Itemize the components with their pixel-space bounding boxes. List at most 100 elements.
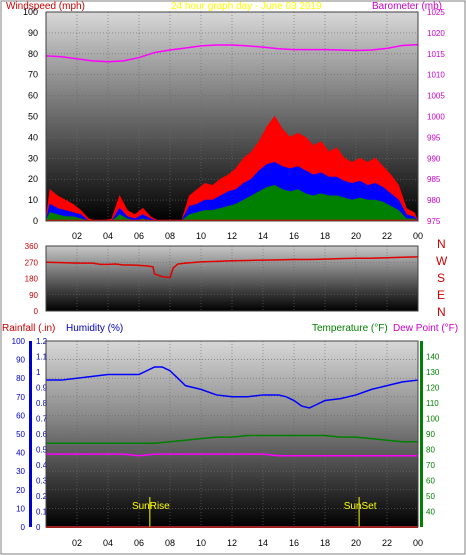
humidity-y-tick-label: 0.9 (36, 384, 48, 393)
barometer-y-tick-label: 1005 (427, 92, 445, 101)
climate-x-tick-label: 04 (103, 538, 113, 548)
humidity-y-tick-label: 0.5 (36, 446, 48, 455)
direction-y-tick-label: 360 (25, 242, 39, 251)
rainfall-y-tick-label: 60 (16, 411, 25, 420)
dewpoint-axis-label: Dew Point (°F) (393, 323, 458, 334)
barometer-axis-label: Barometer (mb) (372, 1, 442, 12)
humidity-y-tick-label: 0 (36, 523, 41, 532)
wind-x-tick-label: 18 (320, 231, 330, 241)
rainfall-y-tick-label: 40 (16, 449, 25, 458)
climate-x-tick-label: 08 (165, 538, 175, 548)
direction-y-tick-label: 270 (25, 258, 39, 267)
wind-x-tick-label: 04 (103, 231, 113, 241)
windspeed-axis-label: Windspeed (mph) (6, 1, 85, 12)
compass-s: S (437, 271, 445, 285)
wind-x-tick-label: 06 (134, 231, 144, 241)
wind-y-tick-label: 100 (23, 7, 38, 17)
sunrise-label: SunRise (132, 501, 170, 512)
barometer-y-tick-label: 990 (427, 154, 441, 163)
wind-y-tick-label: 0 (33, 216, 38, 226)
dewpoint-line (46, 453, 418, 457)
rainfall-axis-label: Rainfall (.in) (2, 323, 55, 334)
temperature-y-tick-label: 50 (426, 492, 435, 501)
humidity-y-tick-label: 0.6 (36, 430, 48, 439)
climate-x-tick-label: 16 (289, 538, 299, 548)
rainfall-y-tick-label: 30 (16, 467, 25, 476)
wind-x-tick-label: 20 (351, 231, 361, 241)
compass-w: W (436, 254, 448, 268)
compass-n-top: N (437, 237, 446, 251)
compass-n-bottom: N (437, 305, 446, 319)
temperature-y-tick-label: 120 (426, 384, 440, 393)
plot-border (45, 11, 419, 222)
wind-y-tick-label: 80 (28, 49, 38, 59)
temperature-axis-label: Temperature (°F) (312, 323, 388, 334)
wind-y-tick-label: 70 (28, 70, 38, 80)
rainfall-y-tick-label: 50 (16, 430, 25, 439)
wind-y-tick-label: 40 (28, 132, 38, 142)
wind-y-tick-label: 20 (28, 174, 38, 184)
wind-y-tick-label: 60 (28, 91, 38, 101)
chart-title: 24 hour graph day - June 03 2019 (171, 1, 322, 12)
direction-y-tick-label: 90 (29, 291, 38, 300)
humidity-y-tick-label: 0.2 (36, 492, 48, 501)
climate-x-tick-label: 12 (227, 538, 237, 548)
barometer-y-tick-label: 1000 (427, 113, 445, 122)
climate-x-tick-label: 06 (134, 538, 144, 548)
wind-x-tick-label: 00 (413, 231, 423, 241)
humidity-y-tick-label: 0.7 (36, 415, 48, 424)
wind-x-tick-label: 12 (227, 231, 237, 241)
barometer-y-tick-label: 1020 (427, 29, 445, 38)
barometer-y-tick-label: 1015 (427, 50, 445, 59)
rainfall-y-tick-label: 100 (12, 337, 26, 346)
compass-e: E (437, 288, 445, 302)
climate-x-tick-label: 18 (320, 538, 330, 548)
wind-y-tick-label: 10 (28, 195, 38, 205)
wind-y-tick-label: 30 (28, 153, 38, 163)
barometer-y-tick-label: 1010 (427, 71, 445, 80)
rainfall-y-tick-label: 70 (16, 393, 25, 402)
humidity-y-tick-label: 1.1 (36, 353, 48, 362)
wind-direction-line (45, 256, 419, 279)
temperature-y-tick-label: 70 (426, 461, 435, 470)
temperature-y-tick-label: 90 (426, 430, 435, 439)
climate-x-tick-label: 00 (413, 538, 423, 548)
temperature-line (46, 434, 418, 445)
rainfall-axis-bar (29, 341, 32, 527)
temperature-axis-bar (420, 341, 423, 527)
rainfall-y-tick-label: 20 (16, 486, 25, 495)
humidity-y-tick-label: 0.3 (36, 477, 48, 486)
direction-y-tick-label: 180 (25, 275, 39, 284)
humidity-y-tick-label: 1 (36, 368, 41, 377)
wind-x-tick-label: 16 (289, 231, 299, 241)
climate-x-tick-label: 02 (72, 538, 82, 548)
barometer-y-tick-label: 975 (427, 217, 441, 226)
wind-y-tick-label: 90 (28, 28, 38, 38)
temperature-y-tick-label: 60 (426, 477, 435, 486)
humidity-y-tick-label: 0.8 (36, 399, 48, 408)
climate-x-tick-label: 14 (258, 538, 268, 548)
rainfall-y-tick-label: 90 (16, 356, 25, 365)
wind-x-tick-label: 10 (196, 231, 206, 241)
direction-y-tick-label: 0 (34, 307, 39, 316)
humidity-y-tick-label: 0.4 (36, 461, 48, 470)
temperature-y-tick-label: 130 (426, 368, 440, 377)
plot-border (45, 340, 419, 528)
barometer-line (45, 43, 419, 63)
temperature-y-tick-label: 40 (426, 508, 435, 517)
plot-border (45, 245, 419, 312)
temperature-y-tick-label: 140 (426, 353, 440, 362)
wind-x-tick-label: 02 (72, 231, 82, 241)
temperature-y-tick-label: 80 (426, 446, 435, 455)
rainfall-y-tick-label: 10 (16, 504, 25, 513)
humidity-y-tick-label: 1.2 (36, 337, 48, 346)
climate-x-tick-label: 22 (382, 538, 392, 548)
barometer-y-tick-label: 980 (427, 196, 441, 205)
humidity-line (46, 366, 419, 409)
humidity-axis-label: Humidity (%) (66, 323, 123, 334)
rainfall-y-tick-label: 80 (16, 374, 25, 383)
climate-x-tick-label: 10 (196, 538, 206, 548)
